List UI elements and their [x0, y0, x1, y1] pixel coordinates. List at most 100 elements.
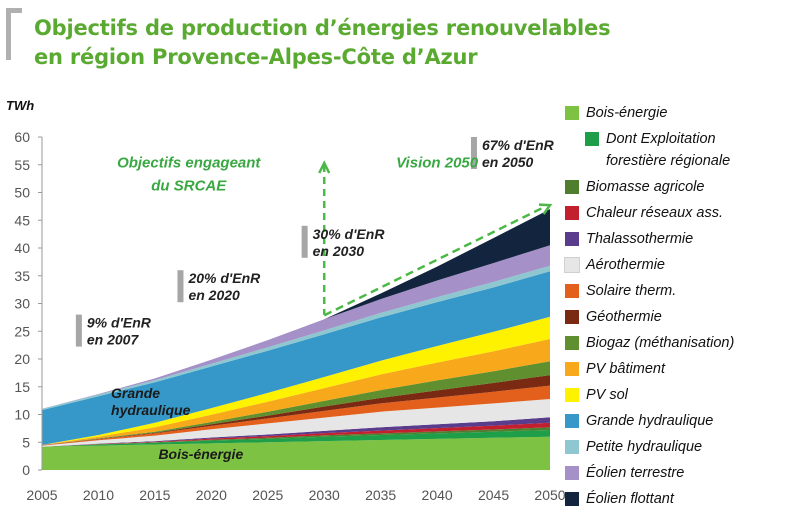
x-tick-label: 2040: [422, 487, 453, 503]
legend-swatch: [565, 414, 579, 428]
legend-item: Biogaz (méthanisation): [565, 330, 780, 356]
legend-swatch: [565, 284, 579, 298]
annotation-marker: [470, 137, 477, 169]
legend-item: Bois-énergie: [565, 100, 780, 126]
y-tick-label: 20: [14, 351, 30, 367]
y-tick-label: 60: [14, 129, 30, 145]
annotation-marker: [301, 225, 308, 258]
area-label: hydraulique: [111, 402, 191, 418]
area-label: Grande: [111, 385, 160, 401]
x-tick-label: 2045: [478, 487, 509, 503]
legend-item: Grande hydraulique: [565, 408, 780, 434]
legend-label: Solaire therm.: [586, 283, 677, 299]
area-series-12: [42, 265, 550, 411]
legend-label: Chaleur réseaux ass.: [586, 205, 724, 221]
area-series-7: [42, 375, 550, 445]
legend-label: PV sol: [586, 387, 628, 403]
x-tick-label: 2010: [83, 487, 114, 503]
y-tick-label: 25: [14, 323, 30, 339]
legend-label: Éolien terrestre: [586, 465, 685, 481]
annotation-text: en 2020: [188, 287, 240, 303]
annotation-text: en 2050: [482, 154, 534, 170]
legend-item: Chaleur réseaux ass.: [565, 200, 780, 226]
phase-divider: [318, 160, 553, 317]
legend-item: Thalassothermie: [565, 226, 780, 252]
area-series-1: [42, 430, 550, 447]
annotation-marker: [75, 314, 82, 347]
phase-label: Vision 2050: [396, 155, 479, 172]
trend-arrow-head: [538, 203, 553, 215]
legend-swatch: [565, 440, 579, 454]
legend-item: Petite hydraulique: [565, 434, 780, 460]
area-series-group: [42, 209, 550, 470]
area-series-5: [42, 399, 550, 447]
area-series-2: [42, 427, 550, 447]
legend-swatch: [565, 232, 579, 246]
y-axis: 0 5 10 15 20 25 30 35 40 45 50 55 60: [14, 129, 43, 478]
x-tick-label: 2050: [534, 487, 565, 503]
legend-item: Éolien terrestre: [565, 460, 780, 486]
legend-swatch: [565, 388, 579, 402]
y-tick-label: 40: [14, 240, 30, 256]
legend-item: Géothermie: [565, 304, 780, 330]
y-tick-label: 50: [14, 185, 30, 201]
legend-item: Dont Exploitation forestière régionale: [565, 126, 780, 174]
x-axis: 2005 2010 2015 2020 2025 2030 2035 2040 2045 2050: [26, 487, 565, 503]
legend-label: PV bâtiment: [586, 361, 665, 377]
annotation-text: 9% d'EnR: [87, 315, 152, 331]
area-series-0: [42, 436, 550, 470]
legend-label: Biogaz (méthanisation): [586, 335, 735, 351]
legend-label: Éolien flottant: [586, 491, 674, 507]
y-tick-label: 5: [22, 434, 30, 450]
divider-arrow-head: [318, 160, 331, 174]
y-tick-label: 0: [22, 462, 30, 478]
legend-swatch: [565, 336, 579, 350]
legend-label: Aérothermie: [586, 257, 665, 273]
y-tick-label: 45: [14, 212, 30, 228]
title-line-2: en région Provence-Alpes-Côte d’Azur: [34, 45, 478, 69]
area-series-11: [42, 271, 550, 445]
phase-label: Objectifs engageant: [117, 155, 261, 172]
legend-label: Géothermie: [586, 309, 662, 325]
x-tick-label: 2020: [196, 487, 227, 503]
legend-label: Petite hydraulique: [586, 439, 703, 455]
x-tick-label: 2025: [252, 487, 283, 503]
legend-swatch: [585, 132, 599, 146]
area-series-6: [42, 385, 550, 446]
trend-dashed-arrow: [323, 206, 545, 317]
annotation-text: en 2007: [87, 332, 140, 348]
annotation-text: 67% d'EnR: [482, 137, 555, 153]
legend-label: Biomasse agricole: [586, 179, 705, 195]
y-tick-label: 30: [14, 296, 30, 312]
area-series-13: [42, 245, 550, 409]
legend-label: Thalassothermie: [586, 231, 694, 247]
legend-item: PV sol: [565, 382, 780, 408]
legend-label: Grande hydraulique: [586, 413, 714, 429]
annotation-text: 20% d'EnR: [187, 270, 261, 286]
area-series-3: [42, 422, 550, 447]
legend-swatch: [565, 310, 579, 324]
legend-item: Éolien flottant: [565, 486, 780, 512]
y-tick-label: 35: [14, 268, 30, 284]
legend-item: Biomasse agricole: [565, 174, 780, 200]
area-label: Bois-énergie: [158, 446, 243, 462]
annotation-marker: [177, 270, 184, 303]
legend-label: Bois-énergie: [586, 105, 668, 121]
title-bracket: [6, 8, 22, 60]
y-axis-label: TWh: [6, 98, 34, 113]
legend-item: Solaire therm.: [565, 278, 780, 304]
annotation-text: 30% d'EnR: [313, 226, 386, 242]
legend-swatch: [565, 492, 579, 506]
legend: Bois-énergie Dont Exploitation forestière…: [564, 100, 780, 512]
legend-label: Dont Exploitation forestière régionale: [606, 131, 731, 169]
y-tick-label: 55: [14, 157, 30, 173]
y-tick-label: 10: [14, 407, 30, 423]
annotation-text: en 2030: [313, 243, 365, 259]
legend-swatch: [565, 106, 579, 120]
x-tick-label: 2030: [309, 487, 340, 503]
legend-swatch: [565, 362, 579, 376]
phase-label: du SRCAE: [151, 178, 227, 195]
legend-swatch: [565, 206, 579, 220]
